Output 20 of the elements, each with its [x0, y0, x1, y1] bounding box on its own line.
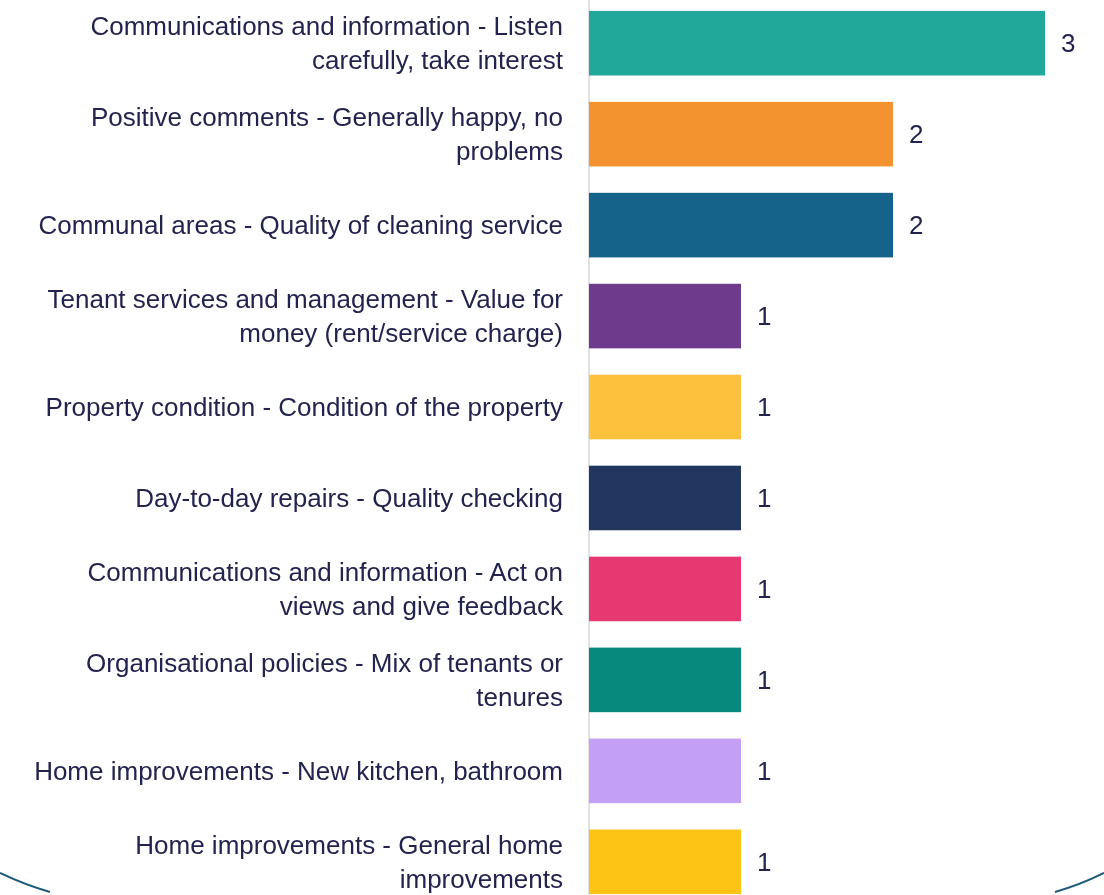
y-tick-label: Communications and information - Act on views and give feedback: [87, 557, 564, 622]
y-tick-label: Day-to-day repairs - Quality checking: [135, 483, 563, 514]
data-label: 1: [757, 846, 772, 877]
y-tick-label: Property condition - Condition of the property: [45, 392, 563, 423]
data-label: 1: [757, 755, 772, 786]
data-label: 2: [909, 210, 924, 241]
data-label: 3: [1061, 28, 1076, 59]
y-tick-label: Positive comments - Generally happy, no problems: [90, 102, 563, 167]
data-label: 1: [757, 664, 772, 695]
y-tick-label: Communal areas - Quality of cleaning service: [38, 210, 563, 241]
data-label: 1: [757, 301, 772, 332]
y-tick-label: Home improvements - General home improvements: [135, 829, 563, 894]
data-label: 1: [757, 483, 772, 514]
data-label: 1: [757, 574, 772, 605]
y-tick-label: Organisational policies - Mix of tenants or tenures: [86, 647, 564, 712]
y-tick-label: Home improvements - New kitchen, bathroom: [34, 755, 563, 786]
data-label: 1: [757, 392, 772, 423]
y-tick-label: Tenant services and management - Value for money (rent/service charge): [47, 284, 564, 349]
y-tick-label: Communications and information - Listen carefully, take interest: [90, 11, 564, 76]
data-label: 2: [909, 119, 924, 150]
